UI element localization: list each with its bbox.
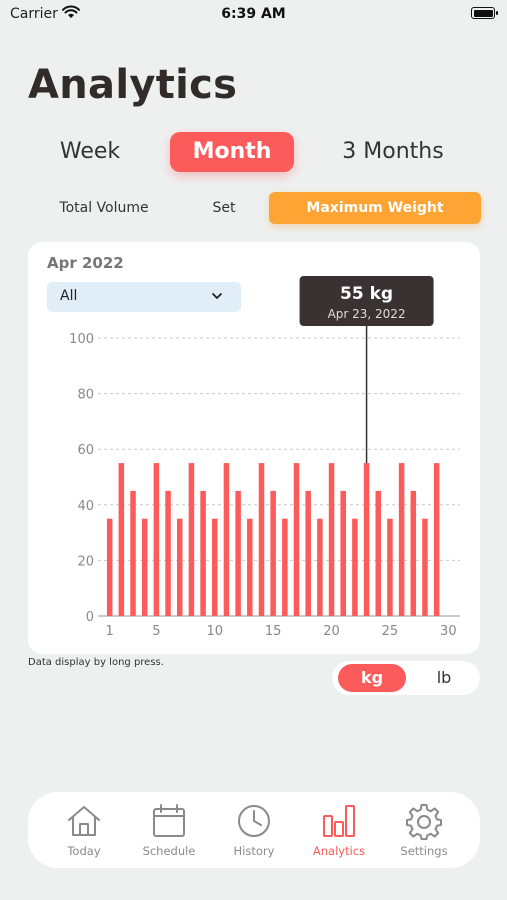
calendar-icon	[153, 804, 185, 837]
page-title: Analytics	[28, 62, 238, 108]
exercise-filter-dropdown[interactable]: All	[47, 282, 241, 312]
y-tick-label: 100	[69, 332, 94, 347]
chart-bar	[176, 518, 183, 616]
chart-bar	[340, 490, 346, 616]
tab-bar-today-label: Today	[67, 844, 101, 858]
unit-toggle: kg lb	[332, 661, 480, 695]
tooltip-date: Apr 23, 2022	[328, 307, 406, 321]
y-tick-label: 20	[77, 554, 94, 569]
tab-bar-analytics[interactable]: Analytics	[299, 802, 379, 862]
y-tick-label: 80	[77, 388, 94, 403]
tab-bar-history-label: History	[233, 844, 275, 858]
unit-kg-button[interactable]: kg	[338, 664, 406, 692]
tooltip-value: 55 kg	[340, 284, 393, 304]
chart-bar	[410, 490, 417, 616]
carrier-label: Carrier	[10, 6, 58, 22]
chart-bar	[270, 490, 276, 616]
chart-bar	[422, 518, 428, 616]
tab-month[interactable]: Month	[170, 132, 294, 172]
chart-bar	[212, 518, 218, 616]
chart-card: 0 20 40 60 80 100 1 5 10 15 20 25 30 55 kg Apr 23, 202…	[28, 242, 480, 654]
chart-bar	[305, 490, 311, 616]
wifi-icon	[62, 5, 80, 18]
x-tick-label: 30	[440, 624, 457, 639]
chevron-down-icon	[212, 293, 222, 299]
chart-bar	[293, 463, 300, 616]
x-tick-label: 20	[323, 624, 340, 639]
tab-bar-schedule[interactable]: Schedule	[129, 802, 209, 862]
chart-bar	[188, 463, 195, 616]
bottom-tab-bar: Today Schedule History Analytics Setting…	[28, 792, 480, 868]
x-tick-label: 5	[152, 624, 160, 639]
chart-bar	[328, 463, 335, 616]
chart-bar	[106, 518, 113, 616]
chart-bar	[352, 518, 358, 616]
tab-total-volume[interactable]: Total Volume	[59, 200, 149, 216]
battery-icon	[471, 7, 498, 19]
tab-maximum-weight[interactable]: Maximum Weight	[269, 192, 481, 224]
bar-chart-icon	[323, 805, 355, 837]
clock-time: 6:39 AM	[221, 6, 286, 22]
tab-bar-settings[interactable]: Settings	[384, 802, 464, 862]
metric-tabs: Total Volume Set Maximum Weight	[0, 192, 507, 226]
chart-bar	[433, 463, 440, 616]
tooltip-box	[299, 276, 434, 326]
x-tick-label: 1	[106, 624, 114, 639]
y-tick-label: 40	[77, 499, 94, 514]
long-press-hint: Data display by long press.	[28, 657, 164, 668]
chart-bar	[200, 490, 206, 616]
chart-bar	[235, 490, 241, 616]
clock-icon	[238, 805, 270, 837]
home-icon	[68, 806, 100, 836]
chart-bar	[118, 463, 125, 616]
y-tick-label: 60	[77, 443, 94, 458]
tab-week[interactable]: Week	[59, 139, 121, 164]
chart-bar	[130, 490, 136, 616]
tab-bar-today[interactable]: Today	[44, 802, 124, 862]
filter-value: All	[60, 288, 78, 304]
x-tick-label: 15	[265, 624, 282, 639]
gear-icon	[406, 804, 442, 840]
tab-3-months[interactable]: 3 Months	[342, 139, 444, 164]
period-tabs: Week Month 3 Months	[0, 132, 507, 176]
chart-bar	[282, 518, 288, 616]
chart-bar	[258, 463, 265, 616]
unit-lb-button[interactable]: lb	[436, 668, 452, 687]
chart-bar	[141, 518, 148, 616]
chart-bar	[387, 518, 393, 616]
chart-bar	[375, 490, 382, 616]
tab-bar-history[interactable]: History	[214, 802, 294, 862]
chart-bar	[398, 463, 405, 616]
x-tick-label: 25	[382, 624, 399, 639]
chart-bar	[363, 463, 370, 616]
chart-bar	[223, 463, 230, 616]
month-label: Apr 2022	[47, 254, 124, 272]
chart-bar	[165, 490, 171, 616]
tab-set[interactable]: Set	[212, 200, 236, 216]
status-bar: Carrier 6:39 AM	[0, 0, 507, 30]
y-tick-label: 0	[86, 610, 94, 625]
chart-bar	[247, 518, 253, 616]
chart-bar	[153, 463, 160, 616]
tab-bar-schedule-label: Schedule	[142, 844, 196, 858]
tab-bar-analytics-label: Analytics	[312, 844, 366, 858]
tab-bar-settings-label: Settings	[400, 844, 448, 858]
chart-bar	[317, 518, 323, 616]
x-tick-label: 10	[207, 624, 224, 639]
